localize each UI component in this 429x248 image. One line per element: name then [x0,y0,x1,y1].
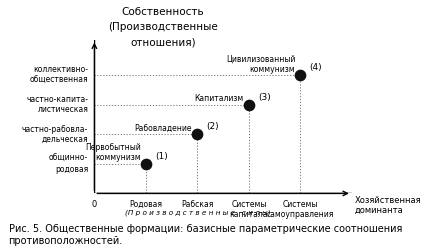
Text: 0: 0 [92,200,97,209]
Text: Собственность: Собственность [122,7,204,17]
Text: (1): (1) [155,152,168,161]
Text: (Производственные: (Производственные [108,22,218,32]
Text: Рис. 5. Общественные формации: базисные параметрические соотношения
противополож: Рис. 5. Общественные формации: базисные … [9,224,402,246]
Text: Системы
самоуправления: Системы самоуправления [266,200,334,219]
Text: (П р о и з в о д с т в е н н ы е   с и л ы): (П р о и з в о д с т в е н н ы е с и л ы… [124,210,270,216]
Text: Системы
капитала: Системы капитала [230,200,268,219]
Text: Рабская: Рабская [181,200,214,209]
Text: отношения): отношения) [130,37,196,47]
Point [194,132,201,136]
Text: (3): (3) [258,93,271,102]
Text: (2): (2) [207,122,219,131]
Text: Первобытный
коммунизм: Первобытный коммунизм [85,143,141,162]
Text: частно-капита-
листическая: частно-капита- листическая [26,95,88,114]
Point [297,73,304,77]
Text: Родовая: Родовая [130,200,162,209]
Point [142,162,149,166]
Text: Хозяйственная
доминанта: Хозяйственная доминанта [354,196,421,215]
Text: (4): (4) [310,63,322,72]
Point [245,103,252,107]
Text: частно-рабовла-
дельческая: частно-рабовла- дельческая [22,124,88,144]
Text: Цивилизованный
коммунизм: Цивилизованный коммунизм [226,54,295,74]
Text: Рабовладение: Рабовладение [135,124,192,133]
Text: Капитализм: Капитализм [194,94,244,103]
Text: общинно-
родовая: общинно- родовая [49,154,88,174]
Text: коллективно-
общественная: коллективно- общественная [30,65,88,85]
